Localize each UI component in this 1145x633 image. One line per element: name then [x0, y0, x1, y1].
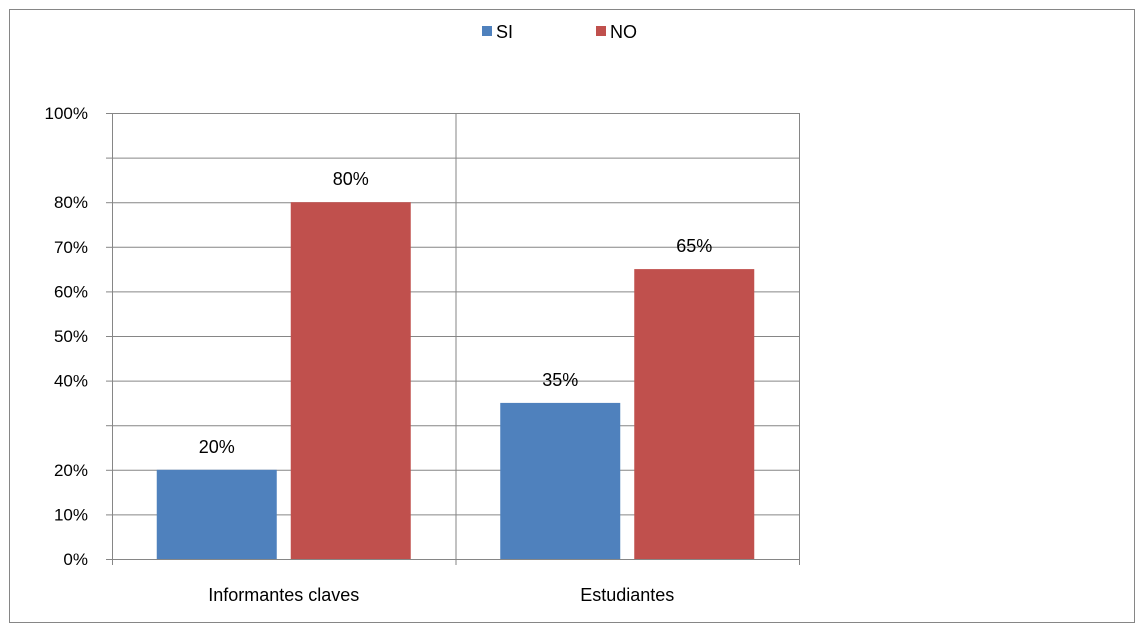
y-tick-labels: 0% 10% 20% 40% 50% 60% 70% 80% 100%	[45, 104, 88, 569]
x-tick-label: Informantes claves	[208, 585, 359, 605]
data-labels: 20% 80% 35% 65%	[199, 169, 713, 457]
legend-swatch-si	[482, 26, 492, 36]
data-label: 35%	[542, 370, 578, 390]
bars	[156, 202, 755, 559]
x-tick-labels: Informantes claves Estudiantes	[208, 585, 674, 605]
bar-si-2	[500, 402, 621, 559]
y-tick-label: 0%	[63, 550, 88, 569]
y-tick-label: 50%	[54, 327, 88, 346]
x-tick-label: Estudiantes	[580, 585, 674, 605]
legend-swatch-no	[596, 26, 606, 36]
bar-si-1	[156, 469, 277, 559]
data-label: 65%	[676, 236, 712, 256]
legend: SI NO	[482, 22, 637, 42]
data-label: 80%	[333, 169, 369, 189]
legend-label-si: SI	[496, 22, 513, 42]
axes	[106, 113, 800, 565]
y-tick-label: 40%	[54, 372, 88, 391]
y-tick-label: 10%	[54, 505, 88, 524]
y-tick-label: 70%	[54, 238, 88, 257]
y-tick-label: 20%	[54, 461, 88, 480]
y-tick-label: 80%	[54, 193, 88, 212]
data-label: 20%	[199, 437, 235, 457]
legend-label-no: NO	[610, 22, 637, 42]
bar-no-1	[290, 202, 411, 559]
y-tick-label: 100%	[45, 104, 88, 123]
bar-no-2	[634, 269, 755, 559]
y-tick-label: 60%	[54, 282, 88, 301]
